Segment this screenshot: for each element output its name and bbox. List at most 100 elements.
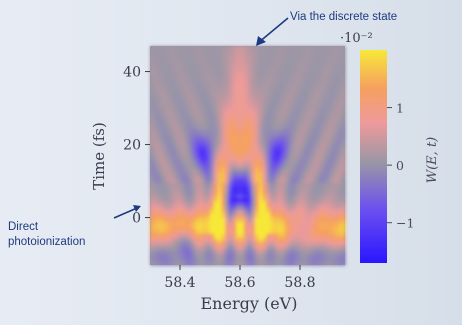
heatmap-cell [322, 116, 327, 121]
heatmap-cell [180, 100, 185, 106]
heatmap-cell [270, 89, 275, 94]
heatmap-cell [187, 155, 192, 161]
heatmap-cell [322, 175, 327, 180]
heatmap-cell [315, 261, 320, 266]
heatmap-cell [285, 46, 290, 51]
heatmap-cell [266, 112, 271, 118]
heatmap-cell [337, 171, 342, 176]
heatmap-cell [206, 120, 211, 125]
heatmap-cell [285, 159, 290, 165]
heatmap-cell [262, 65, 267, 71]
heatmap-cell [240, 100, 245, 106]
heatmap-cell [322, 46, 327, 51]
heatmap-cell [333, 233, 339, 239]
heatmap-cell [150, 218, 155, 223]
heatmap-cell [243, 100, 249, 106]
heatmap-cell [322, 261, 327, 266]
heatmap-cell [228, 112, 234, 118]
heatmap-cell [240, 128, 245, 133]
heatmap-cell [172, 128, 177, 133]
heatmap-cell [206, 221, 211, 227]
heatmap-cell [240, 85, 245, 90]
heatmap-cell [255, 186, 260, 192]
heatmap-cell [183, 233, 189, 239]
heatmap-cell [161, 49, 166, 55]
heatmap-cell [228, 182, 234, 188]
heatmap-cell [255, 151, 260, 157]
heatmap-cell [225, 155, 230, 161]
heatmap-cell [337, 261, 342, 266]
heatmap-cell [266, 132, 271, 137]
heatmap-cell [168, 210, 174, 215]
heatmap-cell [333, 237, 339, 243]
heatmap-cell [303, 261, 309, 266]
heatmap-cell [300, 221, 305, 227]
heatmap-cell [228, 151, 234, 157]
heatmap-cell [262, 182, 267, 188]
heatmap-cell [183, 249, 189, 254]
heatmap-cell [150, 163, 155, 168]
heatmap-cell [176, 132, 181, 137]
heatmap-cell [232, 167, 237, 172]
heatmap-cell [240, 159, 245, 165]
heatmap-cell [187, 202, 192, 208]
heatmap-cell [300, 159, 305, 165]
heatmap-cell [161, 221, 166, 227]
heatmap-cell [251, 198, 256, 204]
heatmap-cell [270, 159, 275, 165]
heatmap-cell [330, 210, 335, 215]
heatmap-cell [157, 147, 162, 153]
heatmap-cell [307, 257, 312, 262]
heatmap-cell [251, 49, 256, 55]
heatmap-cell [288, 132, 294, 137]
heatmap-cell [210, 210, 215, 215]
heatmap-cell [318, 112, 324, 118]
heatmap-cell [292, 96, 297, 102]
heatmap-cell [311, 61, 316, 67]
heatmap-cell [258, 159, 264, 165]
heatmap-cell [221, 257, 226, 262]
heatmap-cell [213, 261, 219, 266]
heatmap-cell [247, 245, 252, 251]
heatmap-cell [273, 46, 279, 51]
heatmap-cell [176, 104, 181, 110]
heatmap-cell [273, 225, 279, 231]
heatmap-cell [213, 182, 219, 188]
heatmap-cell [247, 261, 252, 266]
heatmap-cell [153, 155, 159, 161]
heatmap-cell [255, 175, 260, 180]
heatmap-cell [288, 143, 294, 149]
heatmap-cell [262, 108, 267, 114]
heatmap-cell [228, 233, 234, 239]
heatmap-cell [225, 128, 230, 133]
heatmap-cell [251, 178, 256, 184]
heatmap-cell [251, 53, 256, 59]
heatmap-cell [213, 143, 219, 149]
heatmap-cell [202, 237, 207, 243]
heatmap-cell [281, 225, 286, 231]
heatmap-cell [281, 253, 286, 258]
heatmap-cell [213, 237, 219, 243]
heatmap-cell [262, 175, 267, 180]
heatmap-cell [202, 89, 207, 94]
heatmap-cell [217, 163, 222, 168]
heatmap-cell [153, 89, 159, 94]
heatmap-cell [311, 85, 316, 90]
heatmap-cell [202, 65, 207, 71]
heatmap-cell [273, 241, 279, 247]
heatmap-cell [326, 245, 331, 251]
heatmap-cell [258, 100, 264, 106]
heatmap-cell [273, 81, 279, 86]
heatmap-cell [202, 61, 207, 67]
heatmap-cell [176, 135, 181, 141]
heatmap-cell [288, 167, 294, 172]
heatmap-cell [165, 159, 170, 165]
heatmap-cell [210, 182, 215, 188]
heatmap-cell [202, 135, 207, 141]
heatmap-cell [213, 65, 219, 71]
heatmap-cell [318, 124, 324, 129]
heatmap-cell [326, 253, 331, 258]
heatmap-cell [202, 182, 207, 188]
heatmap-cell [315, 186, 320, 192]
heatmap-cell [210, 104, 215, 110]
